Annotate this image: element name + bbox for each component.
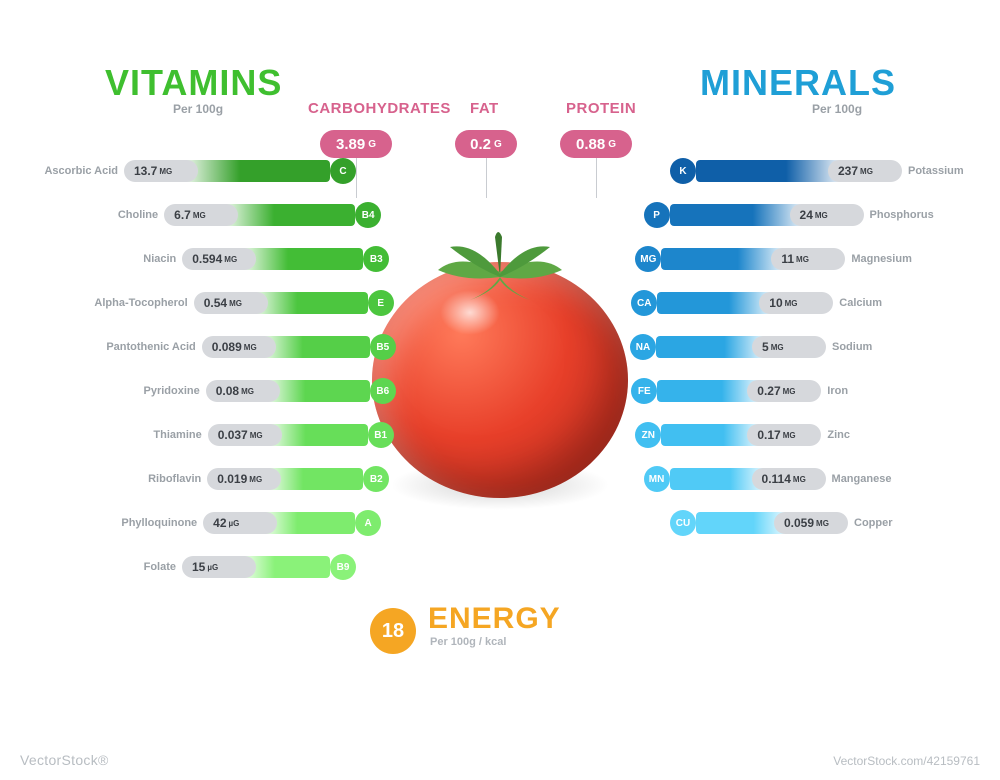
nutrient-bar (220, 204, 355, 226)
nutrient-bar (670, 204, 808, 226)
nutrient-symbol: B6 (370, 378, 396, 404)
watermark-left: VectorStock® (20, 752, 109, 768)
nutrient-symbol: K (670, 158, 696, 184)
nutrient-name: Thiamine (153, 429, 201, 441)
vitamins-title: VITAMINS (105, 62, 282, 104)
nutrient-value: 0.27MG (747, 380, 821, 402)
nutrient-name: Pantothenic Acid (106, 341, 195, 353)
nutrient-name: Niacin (143, 253, 176, 265)
nutrient-name: Sodium (832, 341, 872, 353)
nutrient-bar (238, 248, 363, 270)
macro-label: FAT (470, 100, 499, 117)
nutrient-value: 11MG (771, 248, 845, 270)
macro-pill: 0.2G (455, 130, 517, 158)
nutrient-symbol: B2 (363, 466, 389, 492)
nutrient-symbol: E (368, 290, 394, 316)
macro-pill: 0.88G (560, 130, 632, 158)
nutrient-symbol: MG (635, 246, 661, 272)
nutrient-symbol: B4 (355, 202, 381, 228)
nutrient-value: 6.7MG (164, 204, 238, 226)
leader-line (356, 158, 357, 198)
nutrient-value: 5MG (752, 336, 826, 358)
nutrient-symbol: A (355, 510, 381, 536)
nutrient-value: 10MG (759, 292, 833, 314)
leader-line (486, 158, 487, 198)
vitamins-sub: Per 100g (173, 102, 223, 116)
nutrient-value: 0.037MG (208, 424, 282, 446)
nutrient-name: Copper (854, 517, 893, 529)
nutrient-symbol: CA (631, 290, 657, 316)
nutrient-name: Alpha-Tocopherol (94, 297, 187, 309)
nutrient-name: Calcium (839, 297, 882, 309)
nutrient-value: 0.059MG (774, 512, 848, 534)
energy-sub: Per 100g / kcal (430, 636, 506, 648)
nutrient-name: Ascorbic Acid (44, 165, 118, 177)
nutrient-name: Phylloquinone (121, 517, 197, 529)
nutrient-name: Folate (144, 561, 176, 573)
nutrient-value: 24MG (790, 204, 864, 226)
nutrient-symbol: NA (630, 334, 656, 360)
nutrient-value: 0.019MG (207, 468, 281, 490)
nutrient-symbol: B3 (363, 246, 389, 272)
nutrient-value: 0.089MG (202, 336, 276, 358)
nutrient-value: 15µG (182, 556, 256, 578)
minerals-title: MINERALS (700, 62, 896, 104)
nutrient-symbol: B5 (370, 334, 396, 360)
nutrient-name: Zinc (827, 429, 850, 441)
nutrient-name: Pyridoxine (144, 385, 200, 397)
nutrient-name: Manganese (832, 473, 892, 485)
nutrient-symbol: B1 (368, 422, 394, 448)
nutrient-name: Potassium (908, 165, 964, 177)
nutrient-value: 0.54MG (194, 292, 268, 314)
nutrient-bar (661, 248, 789, 270)
macro-label: PROTEIN (566, 100, 636, 117)
minerals-sub: Per 100g (812, 102, 862, 116)
nutrient-name: Magnesium (851, 253, 912, 265)
nutrient-value: 237MG (828, 160, 902, 182)
energy-label: ENERGY (428, 602, 561, 636)
nutrient-name: Phosphorus (870, 209, 934, 221)
energy-value: 18 (370, 608, 416, 654)
nutrient-symbol: FE (631, 378, 657, 404)
leader-line (596, 158, 597, 198)
nutrient-value: 13.7MG (124, 160, 198, 182)
nutrient-value: 0.114MG (752, 468, 826, 490)
macro-pill: 3.89G (320, 130, 392, 158)
nutrient-symbol: B9 (330, 554, 356, 580)
nutrient-value: 0.08MG (206, 380, 280, 402)
nutrient-name: Choline (118, 209, 158, 221)
watermark-right: VectorStock.com/42159761 (833, 754, 980, 768)
nutrient-name: Iron (827, 385, 848, 397)
nutrient-symbol: ZN (635, 422, 661, 448)
nutrient-value: 0.594MG (182, 248, 256, 270)
nutrient-bar (696, 160, 846, 182)
nutrient-symbol: CU (670, 510, 696, 536)
nutrient-bar (180, 160, 330, 182)
nutrient-value: 42µG (203, 512, 277, 534)
nutrient-symbol: P (644, 202, 670, 228)
nutrient-value: 0.17MG (747, 424, 821, 446)
nutrient-symbol: C (330, 158, 356, 184)
nutrient-name: Riboflavin (148, 473, 201, 485)
nutrient-symbol: MN (644, 466, 670, 492)
macro-label: CARBOHYDRATES (308, 100, 451, 117)
